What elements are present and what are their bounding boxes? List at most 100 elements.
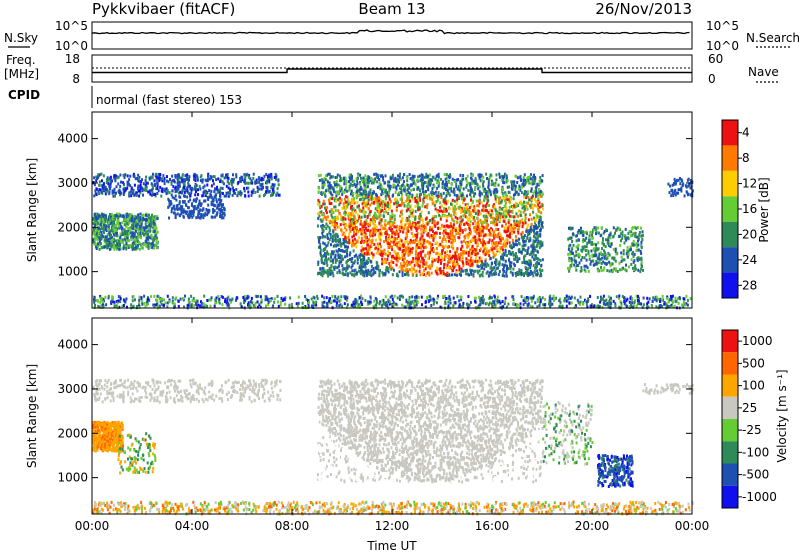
heatmap-cell [142,216,145,220]
heatmap-cell [361,251,363,255]
heatmap-cell [427,300,430,304]
heatmap-cell [463,209,466,213]
heatmap-cell [343,302,346,306]
heatmap-cell [670,295,672,298]
heatmap-cell [317,174,320,178]
heatmap-cell [383,248,386,252]
heatmap-cell [360,192,363,196]
heatmap-cell [374,303,377,307]
heatmap-cell [610,302,613,306]
heatmap-cell [526,303,529,307]
heatmap-cell [301,301,304,305]
heatmap-cell [244,173,247,177]
heatmap-cell [140,222,143,226]
heatmap-cell [231,193,234,197]
heatmap-cell [491,250,494,254]
heatmap-cell [341,192,344,196]
heatmap-cell [356,261,359,265]
heatmap-cell [195,216,198,220]
heatmap-cell [93,295,96,299]
heatmap-cell [457,228,460,232]
heatmap-cell [495,298,498,302]
heatmap-cell [185,204,188,207]
heatmap-cell [335,183,338,186]
heatmap-cell [453,212,456,216]
heatmap-cell [150,221,153,225]
heatmap-cell [480,233,482,237]
heatmap-cell [181,189,184,193]
heatmap-cell [132,188,135,192]
heatmap-cell [171,189,174,193]
heatmap-cell [504,248,507,252]
heatmap-cell [365,259,368,263]
heatmap-cell [445,202,448,206]
heatmap-cell [331,237,334,241]
heatmap-cell [367,261,370,265]
heatmap-cell [537,300,539,303]
heatmap-cell [602,294,605,298]
heatmap-cell [682,297,685,301]
heatmap-cell [424,300,427,304]
heatmap-cell [400,262,403,266]
heatmap-cell [206,299,209,302]
heatmap-cell [521,248,524,251]
heatmap-cell [384,189,387,192]
heatmap-cell [137,239,139,243]
cpid-text: normal (fast stereo) 153 [96,93,242,107]
heatmap-cell [478,231,481,235]
heatmap-cell [95,247,98,250]
heatmap-cell [109,175,112,179]
heatmap-cell [565,299,568,303]
heatmap-cell [135,221,138,225]
heatmap-cell [92,218,95,222]
heatmap-cell [502,237,504,241]
heatmap-cell [458,189,461,193]
heatmap-cell [99,295,102,298]
heatmap-cell [140,296,143,300]
heatmap-cell [143,228,146,232]
heatmap-cell [620,301,623,305]
heatmap-cell [514,257,517,261]
heatmap-cell [432,234,435,238]
heatmap-cell [431,219,434,223]
heatmap-cell [469,239,472,243]
heatmap-cell [356,299,359,303]
heatmap-cell [131,245,133,249]
heatmap-cell [137,189,140,193]
heatmap-cell [479,274,481,278]
heatmap-cell [161,177,164,181]
heatmap-cell [403,257,406,261]
heatmap-cell [187,184,190,188]
heatmap-cell [434,207,437,211]
heatmap-cell [503,175,505,179]
heatmap-cell [124,213,127,217]
heatmap-cell [462,304,465,308]
heatmap-cell [431,264,434,268]
heatmap-cell [468,259,471,263]
heatmap-cell [391,266,394,270]
heatmap-cell [109,213,111,217]
heatmap-cell [515,237,518,241]
heatmap-cell [484,204,487,208]
heatmap-cell [354,297,357,301]
heatmap-cell [508,241,511,245]
heatmap-cell [327,172,330,176]
heatmap-cell [520,269,523,273]
heatmap-cell [480,298,483,302]
heatmap-cell [128,231,131,235]
heatmap-cell [356,304,359,308]
heatmap-cell [267,300,270,304]
heatmap-cell [541,258,544,262]
heatmap-cell [398,180,401,184]
heatmap-cell [97,304,100,308]
heatmap-cell [155,175,158,179]
heatmap-cell [485,302,488,306]
heatmap-cell [334,255,337,259]
heatmap-cell [513,180,516,184]
heatmap-cell [444,299,447,303]
heatmap-cell [469,261,472,265]
heatmap-cell [126,180,129,184]
heatmap-cell [216,204,219,208]
heatmap-cell [469,232,472,236]
